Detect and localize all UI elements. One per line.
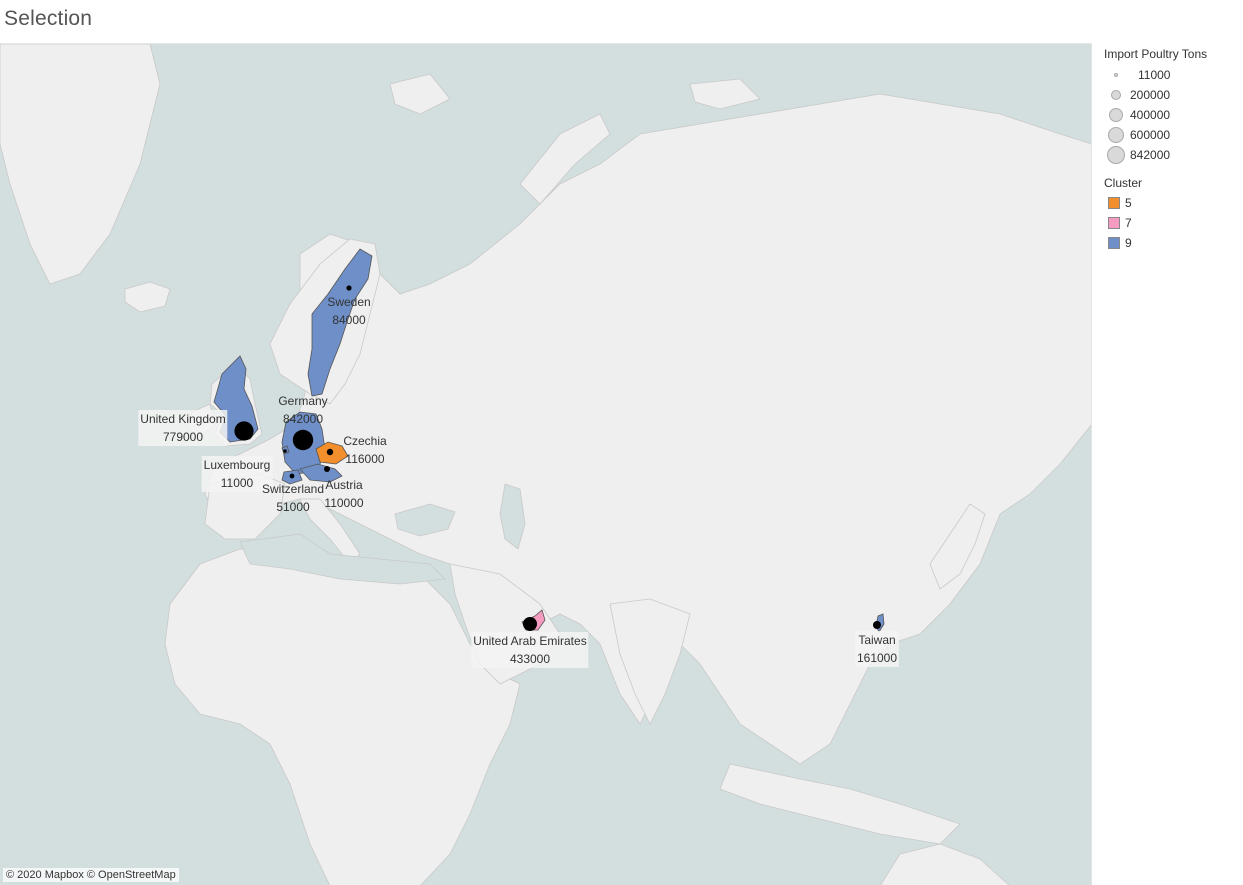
austria-shape bbox=[299, 463, 343, 483]
mark-sweden bbox=[346, 285, 352, 291]
page-title: Selection bbox=[4, 7, 93, 30]
mark-luxembourg bbox=[283, 449, 287, 453]
label-united-kingdom[interactable]: United Kingdom 779000 bbox=[138, 410, 228, 446]
mark-austria bbox=[324, 466, 330, 472]
label-luxembourg[interactable]: Luxembourg 11000 bbox=[201, 456, 273, 492]
mark-taiwan bbox=[873, 621, 881, 629]
label-sweden[interactable]: Sweden 84000 bbox=[327, 295, 371, 327]
indonesia-land bbox=[719, 763, 961, 845]
color-legend-item-5[interactable]: 5 bbox=[1104, 194, 1142, 214]
black-sea bbox=[394, 503, 456, 537]
mark-uk bbox=[234, 421, 254, 441]
size-legend-item: 842000 bbox=[1104, 145, 1207, 165]
label-austria[interactable]: Austria 110000 bbox=[324, 478, 364, 510]
size-legend-title: Import Poultry Tons bbox=[1104, 47, 1208, 61]
size-legend: Import Poultry Tons 11000 200000 400000 … bbox=[1104, 47, 1207, 165]
color-legend-item-7[interactable]: 7 bbox=[1104, 214, 1142, 234]
size-circle bbox=[1108, 127, 1124, 143]
basemap bbox=[0, 44, 1091, 885]
size-circle bbox=[1109, 108, 1123, 122]
mediterranean-sea bbox=[239, 533, 446, 585]
australia-land bbox=[880, 843, 1010, 885]
caspian-sea bbox=[499, 483, 526, 550]
size-legend-item: 11000 bbox=[1104, 65, 1207, 85]
label-taiwan[interactable]: Taiwan 161000 bbox=[854, 631, 900, 667]
mark-switzerland bbox=[289, 473, 295, 479]
label-czechia[interactable]: Czechia 116000 bbox=[343, 434, 387, 466]
swatch-7 bbox=[1108, 217, 1120, 229]
japan-land bbox=[929, 503, 986, 590]
color-legend: Cluster 5 7 9 bbox=[1104, 176, 1142, 254]
greenland-land bbox=[0, 44, 161, 285]
size-circle bbox=[1111, 90, 1121, 100]
size-circle bbox=[1107, 146, 1125, 164]
color-legend-item-9[interactable]: 9 bbox=[1104, 234, 1142, 254]
swatch-5 bbox=[1108, 197, 1120, 209]
arctic-island-land bbox=[689, 78, 761, 110]
swatch-9 bbox=[1108, 237, 1120, 249]
mark-germany bbox=[292, 429, 314, 451]
iceland-land bbox=[124, 281, 171, 313]
size-legend-item: 200000 bbox=[1104, 85, 1207, 105]
map-view[interactable]: Sweden 84000 United Kingdom 779000 Germany… bbox=[0, 43, 1092, 885]
label-united-arab-emirates[interactable]: United Arab Emirates 433000 bbox=[471, 632, 589, 668]
size-circle bbox=[1114, 73, 1118, 77]
label-switzerland[interactable]: Switzerland 51000 bbox=[261, 482, 325, 514]
color-legend-title: Cluster bbox=[1104, 176, 1143, 190]
india-land bbox=[609, 598, 691, 725]
mark-czechia bbox=[326, 448, 334, 456]
label-germany[interactable]: Germany 842000 bbox=[278, 394, 328, 426]
size-legend-item: 400000 bbox=[1104, 105, 1207, 125]
map-attribution[interactable]: © 2020 Mapbox © OpenStreetMap bbox=[3, 868, 179, 882]
svalbard-land bbox=[389, 73, 451, 115]
novaya-zemlya-land bbox=[519, 113, 611, 205]
mark-uae bbox=[523, 617, 537, 631]
sweden-shape bbox=[307, 248, 373, 397]
size-legend-item: 600000 bbox=[1104, 125, 1207, 145]
